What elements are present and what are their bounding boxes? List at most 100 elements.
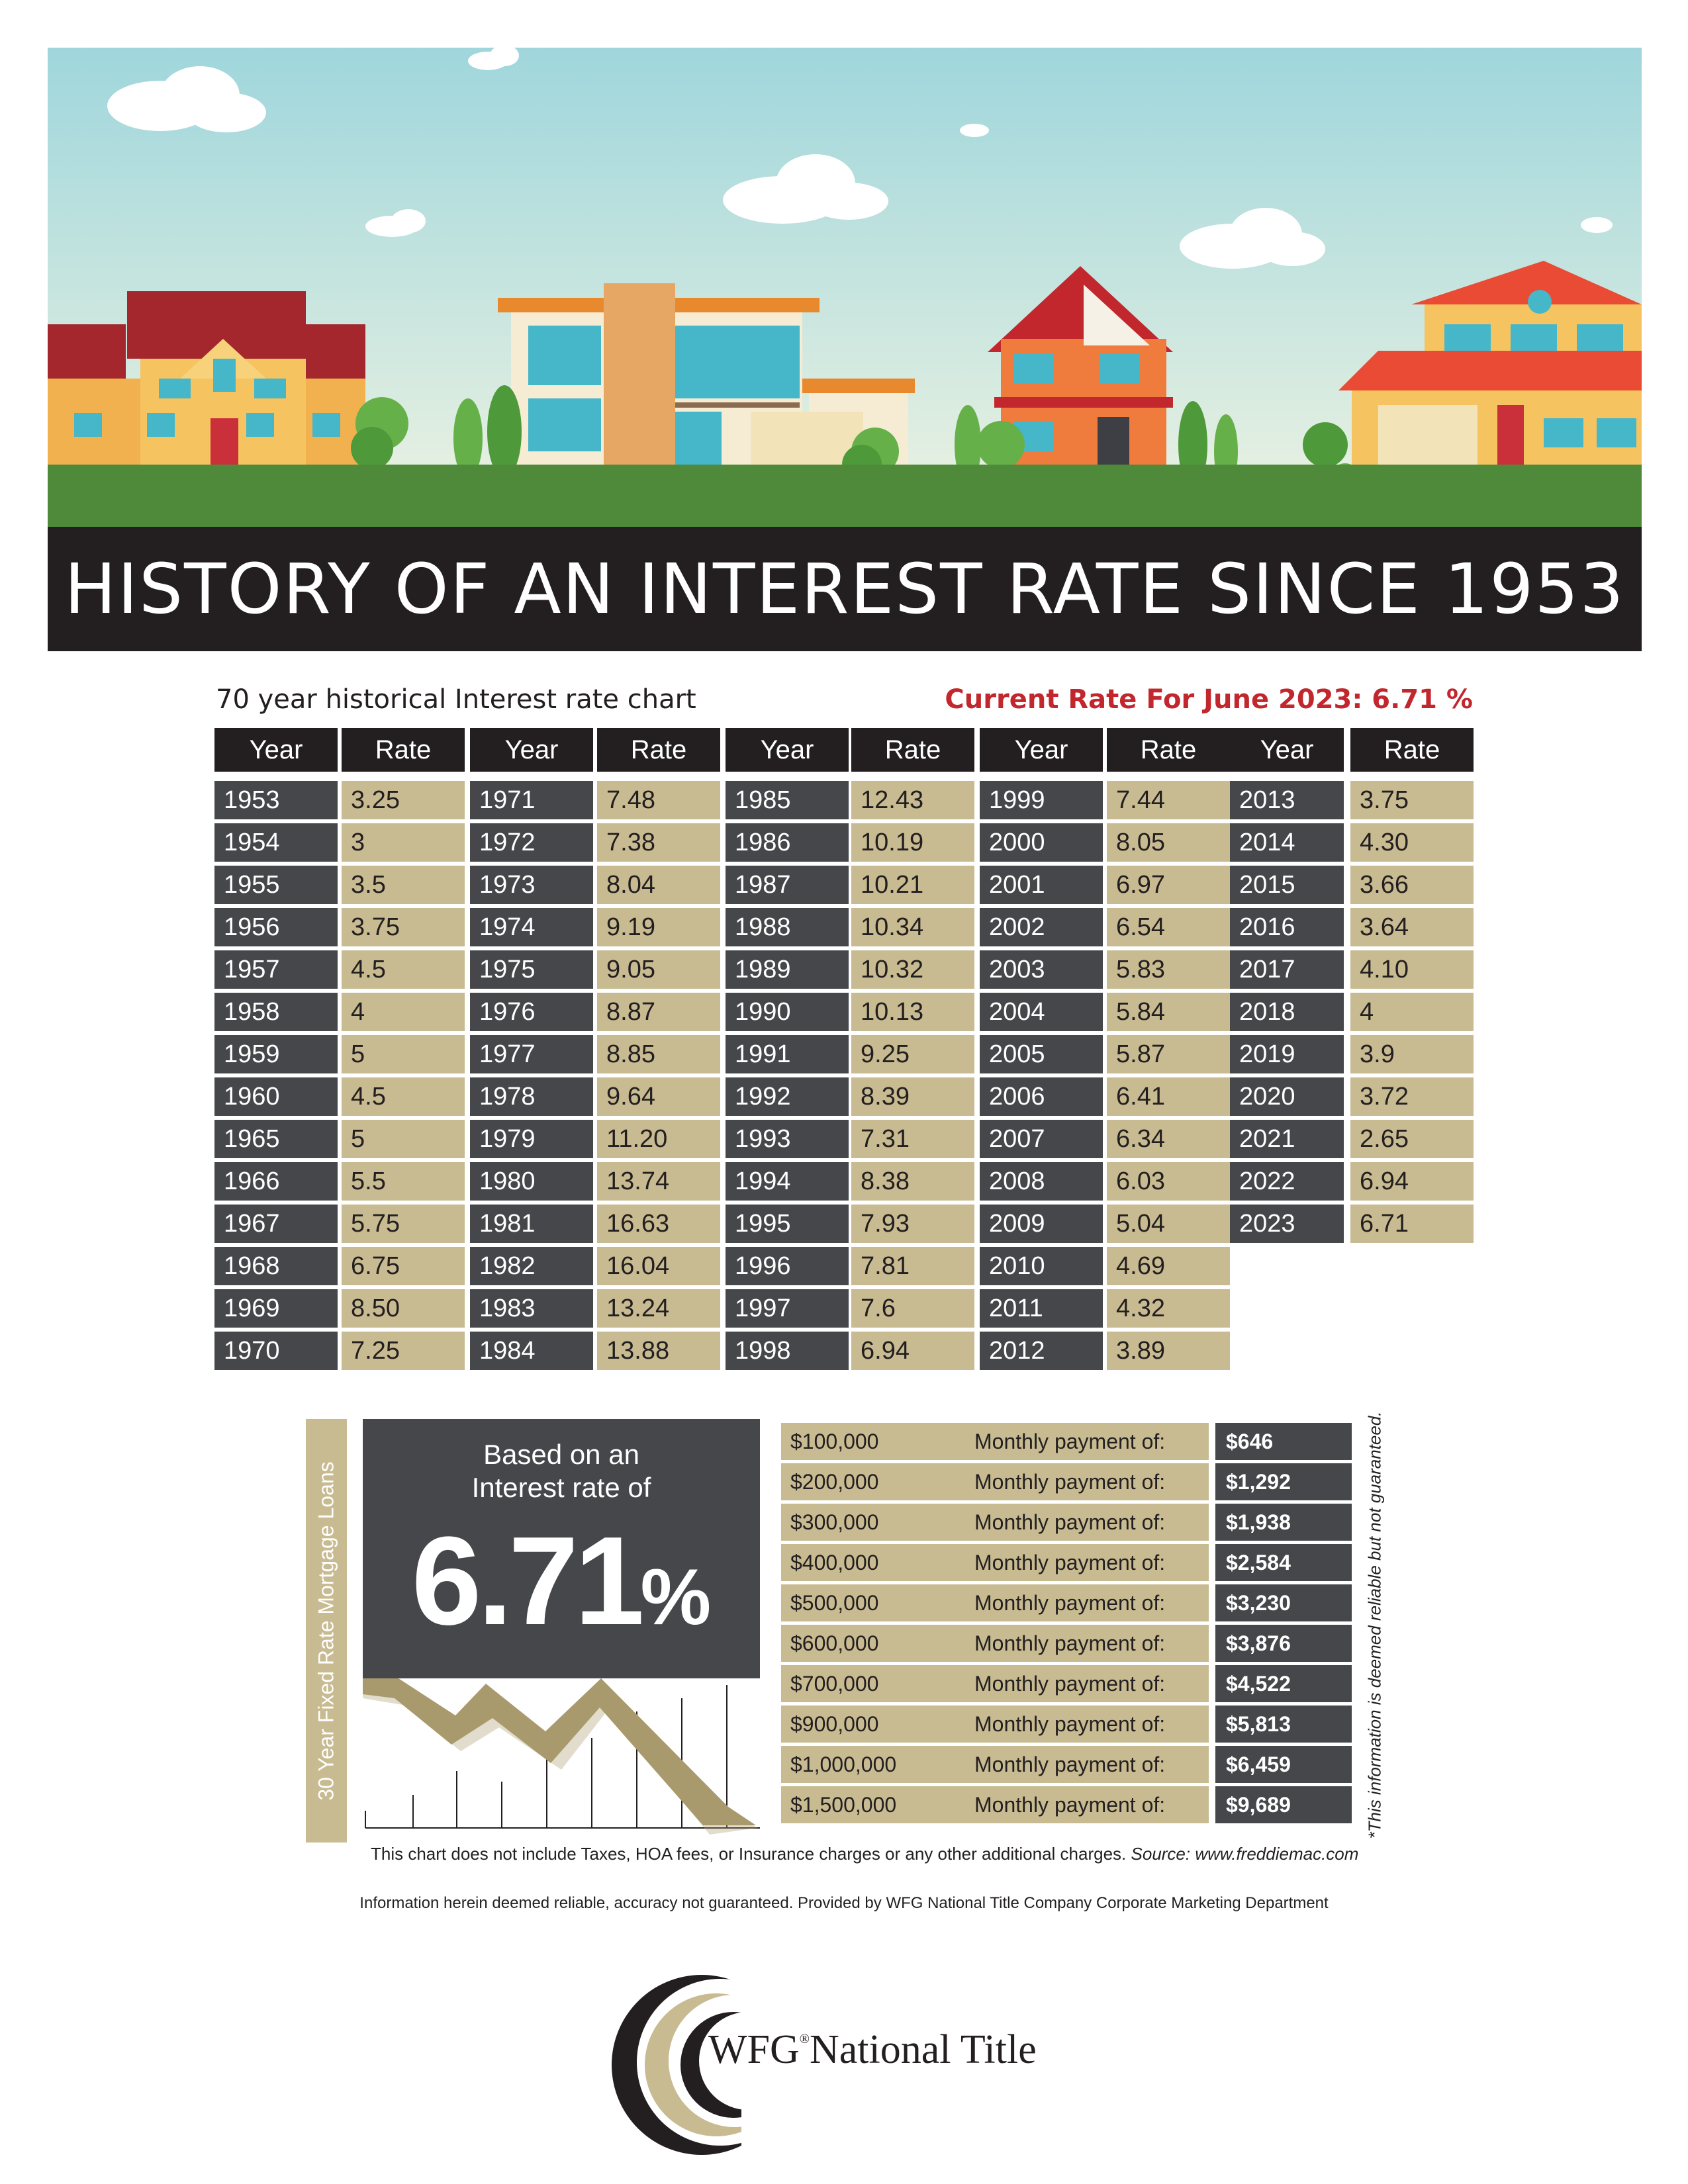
monthly-payment-label: Monthly payment of: [974, 1752, 1166, 1776]
year-cell: 2008 [980, 1162, 1103, 1201]
rate-cell: 5.87 [1107, 1035, 1230, 1073]
source-note: Source: www.freddiemac.com [1131, 1844, 1359, 1864]
rate-cell: 4.69 [1107, 1247, 1230, 1285]
payment-row-bg [781, 1786, 1209, 1823]
year-header: Year [726, 728, 849, 772]
monthly-payment-label: Monthly payment of: [974, 1550, 1166, 1574]
loan-type-strip: 30 Year Fixed Rate Mortgage Loans [306, 1419, 347, 1843]
rate-box-value: 6.71% [363, 1518, 760, 1644]
rate-cell: 10.34 [851, 908, 974, 946]
year-cell: 2009 [980, 1205, 1103, 1243]
rate-box-line1: Based on an [483, 1439, 639, 1470]
payment-row-bg [781, 1625, 1209, 1662]
rate-cell: 6.75 [342, 1247, 465, 1285]
rate-cell: 5.84 [1107, 993, 1230, 1031]
rate-cell: 8.85 [597, 1035, 720, 1073]
year-cell: 1955 [214, 866, 338, 904]
year-cell: 2022 [1230, 1162, 1344, 1201]
houses-illustration [48, 48, 1642, 527]
rate-cell: 8.05 [1107, 823, 1230, 862]
payment-row: $100,000 Monthly payment of: $646 [781, 1423, 1352, 1460]
rate-cell: 5.75 [342, 1205, 465, 1243]
year-cell: 1956 [214, 908, 338, 946]
logo-text: WFG®National Title [708, 2026, 1037, 2073]
rate-number: 6.71 [411, 1511, 645, 1651]
loan-amount: $600,000 [790, 1631, 879, 1655]
rate-cell: 3.5 [342, 866, 465, 904]
rate-cell: 7.44 [1107, 781, 1230, 819]
monthly-payment-value: $3,230 [1215, 1584, 1352, 1621]
rate-cell: 10.32 [851, 950, 974, 989]
payment-row-bg [781, 1706, 1209, 1743]
loan-amount: $500,000 [790, 1590, 879, 1615]
year-cell: 1992 [726, 1077, 849, 1116]
year-cell: 2020 [1230, 1077, 1344, 1116]
year-cell: 2017 [1230, 950, 1344, 989]
monthly-payment-label: Monthly payment of: [974, 1631, 1166, 1655]
year-cell: 1988 [726, 908, 849, 946]
monthly-payment-value: $9,689 [1215, 1786, 1352, 1823]
payment-row-bg [781, 1504, 1209, 1541]
year-cell: 2005 [980, 1035, 1103, 1073]
rate-cell: 4.5 [342, 1077, 465, 1116]
current-rate-label: Current Rate For June 2023: 6.71 % [945, 684, 1473, 715]
year-cell: 2018 [1230, 993, 1344, 1031]
payment-row: $500,000 Monthly payment of: $3,230 [781, 1584, 1352, 1621]
year-cell: 1989 [726, 950, 849, 989]
rate-cell: 16.04 [597, 1247, 720, 1285]
year-cell: 1960 [214, 1077, 338, 1116]
year-cell: 1996 [726, 1247, 849, 1285]
year-cell: 1999 [980, 781, 1103, 819]
rate-cell: 5.83 [1107, 950, 1230, 989]
payment-row: $700,000 Monthly payment of: $4,522 [781, 1665, 1352, 1702]
year-cell: 1971 [470, 781, 593, 819]
year-cell: 1994 [726, 1162, 849, 1201]
rate-cell: 8.39 [851, 1077, 974, 1116]
loan-amount: $100,000 [790, 1429, 879, 1453]
year-cell: 2001 [980, 866, 1103, 904]
year-cell: 1973 [470, 866, 593, 904]
rate-header: Rate [597, 728, 720, 772]
year-cell: 2012 [980, 1332, 1103, 1370]
year-cell: 1998 [726, 1332, 849, 1370]
year-cell: 2004 [980, 993, 1103, 1031]
rate-cell: 3.75 [342, 908, 465, 946]
rate-cell: 5.5 [342, 1162, 465, 1201]
rate-cell: 8.38 [851, 1162, 974, 1201]
monthly-payment-value: $6,459 [1215, 1746, 1352, 1783]
loan-amount: $700,000 [790, 1671, 879, 1696]
year-cell: 1976 [470, 993, 593, 1031]
year-cell: 1990 [726, 993, 849, 1031]
year-cell: 1954 [214, 823, 338, 862]
rate-cell: 6.71 [1350, 1205, 1474, 1243]
payment-row-bg [781, 1584, 1209, 1621]
payment-row: $300,000 Monthly payment of: $1,938 [781, 1504, 1352, 1541]
company-logo: WFG®National Title [609, 1966, 1086, 2158]
loan-type-label: 30 Year Fixed Rate Mortgage Loans [314, 1461, 338, 1801]
rate-cell: 12.43 [851, 781, 974, 819]
rate-cell: 3.66 [1350, 866, 1474, 904]
payment-row-bg [781, 1423, 1209, 1460]
loan-amount: $1,000,000 [790, 1752, 897, 1776]
year-header: Year [980, 728, 1103, 772]
year-cell: 1979 [470, 1120, 593, 1158]
year-cell: 1985 [726, 781, 849, 819]
payment-row: $600,000 Monthly payment of: $3,876 [781, 1625, 1352, 1662]
disclaimer-side: *This information is deemed reliable but… [1358, 1411, 1391, 1839]
rate-cell: 7.81 [851, 1247, 974, 1285]
cloud-icon [107, 48, 1613, 269]
rate-header: Rate [1350, 728, 1474, 772]
year-cell: 1953 [214, 781, 338, 819]
year-cell: 1991 [726, 1035, 849, 1073]
rate-cell: 7.38 [597, 823, 720, 862]
payment-row-bg [781, 1544, 1209, 1581]
rate-cell: 10.21 [851, 866, 974, 904]
rate-cell: 10.13 [851, 993, 974, 1031]
year-cell: 1987 [726, 866, 849, 904]
year-cell: 1981 [470, 1205, 593, 1243]
year-cell: 1978 [470, 1077, 593, 1116]
payment-row-bg [781, 1746, 1209, 1783]
rate-header: Rate [851, 728, 974, 772]
year-cell: 1968 [214, 1247, 338, 1285]
monthly-payment-value: $3,876 [1215, 1625, 1352, 1662]
